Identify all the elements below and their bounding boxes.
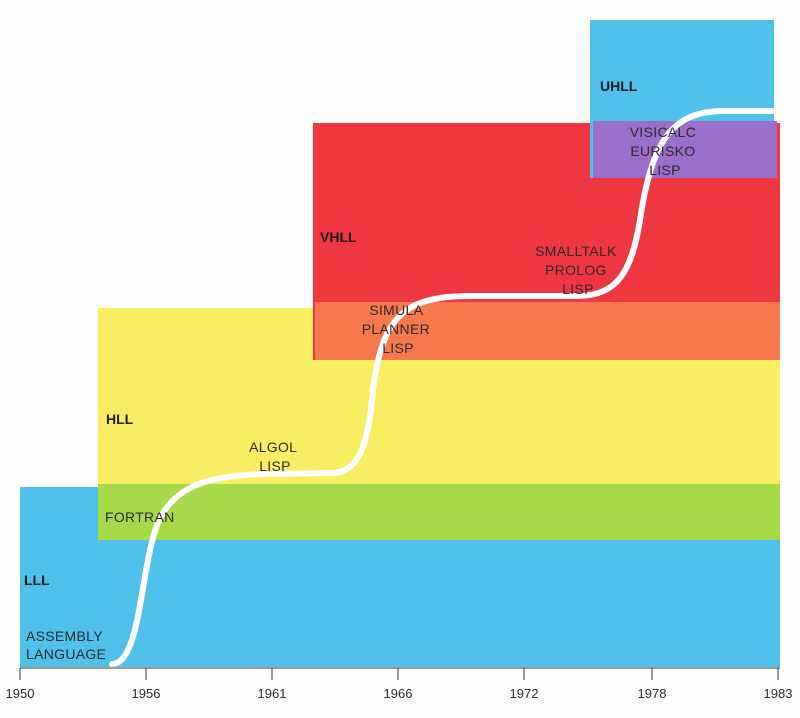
progression-curve <box>109 108 775 667</box>
axis-tick-label-1972: 1972 <box>510 686 539 701</box>
example-visicalc: VISICALC EURISKO LISP <box>630 124 700 178</box>
level-label-vhll: VHLL <box>320 229 357 245</box>
level-label-lll: LLL <box>24 572 50 588</box>
time-axis-ticks: 1950 1956 1961 1966 1972 1978 1983 <box>6 668 793 701</box>
axis-tick-label-1978: 1978 <box>638 686 667 701</box>
hll-vhll-overlap <box>315 302 780 360</box>
level-label-uhll: UHLL <box>600 78 638 94</box>
vhll-uhll-overlap <box>593 121 777 178</box>
axis-tick-label-1956: 1956 <box>132 686 161 701</box>
example-smalltalk: SMALLTALK PROLOG LISP <box>535 243 621 297</box>
axis-tick-label-1950: 1950 <box>6 686 35 701</box>
level-label-hll: HLL <box>106 411 134 427</box>
example-assembly: ASSEMBLY LANGUAGE <box>26 628 107 662</box>
lll-hll-overlap <box>98 484 780 540</box>
axis-tick-label-1983: 1983 <box>764 686 793 701</box>
axis-tick-label-1961: 1961 <box>258 686 287 701</box>
axis-tick-label-1966: 1966 <box>384 686 413 701</box>
example-fortran: FORTRAN <box>105 509 175 525</box>
example-algol: ALGOL LISP <box>249 439 301 474</box>
example-simula: SIMULA PLANNER LISP <box>362 302 434 356</box>
